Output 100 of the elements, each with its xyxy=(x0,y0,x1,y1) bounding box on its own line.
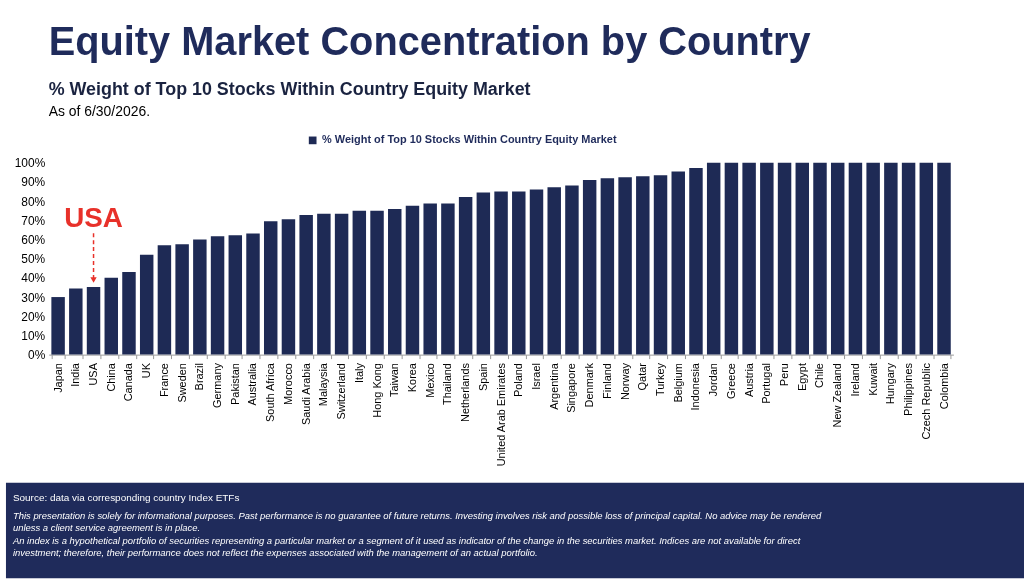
x-tick-label: Morocco xyxy=(281,363,294,405)
x-tick-label: Denmark xyxy=(583,362,596,408)
bar xyxy=(760,162,774,355)
text: As of 6/30/2026. xyxy=(48,103,151,120)
x-tick-label: Jordan xyxy=(707,363,720,397)
bar xyxy=(795,162,810,355)
y-tick-label: 90% xyxy=(21,175,46,190)
x-tick-label: Turkey xyxy=(654,362,667,397)
source-note: Source: data via corresponding country Index ETFs xyxy=(12,491,240,503)
bar xyxy=(281,219,296,355)
x-tick-label: Hungary xyxy=(884,362,897,405)
bar xyxy=(671,171,685,355)
bar xyxy=(565,185,579,355)
bar xyxy=(405,205,420,355)
x-tick-label: Belgium xyxy=(671,363,684,403)
bar xyxy=(441,203,455,355)
x-tick-label: Poland xyxy=(512,363,525,398)
bar xyxy=(334,213,349,355)
x-tick-label: Norway xyxy=(618,362,631,401)
x-tick-label: France xyxy=(157,363,170,398)
x-tick-label: Taiwan xyxy=(388,363,401,398)
y-tick-label: 100% xyxy=(14,156,46,171)
bar xyxy=(210,236,225,355)
y-tick-label: 80% xyxy=(21,194,46,209)
x-tick-label: Egypt xyxy=(795,363,808,392)
bar xyxy=(937,162,951,355)
bar xyxy=(884,162,898,355)
x-tick-label: China xyxy=(104,362,117,392)
bar xyxy=(175,244,189,355)
y-tick-label: 70% xyxy=(21,213,46,228)
x-tick-label: Qatar xyxy=(636,362,649,391)
chart-subtitle: % Weight of Top 10 Stocks Within Country Equity Market xyxy=(48,79,531,100)
bar xyxy=(742,162,756,355)
x-tick-label: Canada xyxy=(122,362,135,402)
bar xyxy=(582,180,597,355)
bar xyxy=(476,192,491,355)
x-tick-label: Thailand xyxy=(441,363,454,405)
y-tick-label: 0% xyxy=(28,348,46,363)
bar xyxy=(618,177,632,355)
x-tick-label: Ireland xyxy=(848,363,861,397)
y-tick-label: 60% xyxy=(21,232,46,247)
x-tick-label: Italy xyxy=(352,362,365,384)
bar xyxy=(139,254,154,355)
bar xyxy=(866,162,880,355)
bar xyxy=(51,297,65,355)
bar xyxy=(122,272,136,355)
x-tick-label: Pakistan xyxy=(228,363,241,405)
bar xyxy=(352,210,367,355)
x-tick-label: Singapore xyxy=(565,363,578,413)
x-tick-label: Finland xyxy=(600,363,613,399)
bar xyxy=(69,288,83,355)
x-tick-label: Switzerland xyxy=(335,363,348,420)
x-tick-label: Saudi Arabia xyxy=(299,362,312,426)
bar xyxy=(193,239,207,355)
bar xyxy=(370,210,384,355)
text: An index is a hypothetical portfolio of securities representing a particular market or a segment of it used as indicator of the change in the securities market. Indices are not available for direct investment; therefore, their performance does not reflect the expenses associated with the management of an actual portfolio. xyxy=(11,534,801,558)
bar xyxy=(901,162,916,355)
bar xyxy=(600,178,615,355)
bar xyxy=(689,168,703,355)
x-tick-label: USA xyxy=(87,362,100,386)
x-tick-label: Austria xyxy=(742,362,755,398)
bar xyxy=(547,187,561,355)
x-tick-label: Chile xyxy=(813,363,826,388)
bar xyxy=(104,277,118,355)
text: This presentation is solely for informational purposes. Past performance is no guarantee of future returns. Investing involves risk and possible loss of principal capital. No advice may be rendered unless a client service agreement is in place. xyxy=(12,509,823,534)
bar xyxy=(653,175,668,355)
bar xyxy=(458,196,473,355)
x-tick-label: South Africa xyxy=(264,362,277,422)
x-tick-label: Peru xyxy=(778,363,791,387)
bar xyxy=(724,162,739,355)
bar xyxy=(317,213,331,355)
x-tick-label: Netherlands xyxy=(459,362,472,422)
annotation: USA xyxy=(64,202,123,234)
bar xyxy=(512,191,526,355)
bar xyxy=(706,162,721,355)
x-tick-label: Germany xyxy=(211,362,224,408)
bar xyxy=(848,162,863,355)
y-tick-label: 50% xyxy=(21,252,46,267)
y-tick-label: 10% xyxy=(21,328,46,343)
x-tick-label: Mexico xyxy=(423,363,436,398)
x-tick-label: Hong Kong xyxy=(370,363,383,418)
x-tick-label: Korea xyxy=(405,362,418,393)
x-tick-label: Colombia xyxy=(937,362,950,410)
bar xyxy=(246,233,260,355)
x-tick-label: New Zealand xyxy=(831,363,844,428)
bar xyxy=(388,208,402,355)
bar xyxy=(529,189,544,355)
y-tick-label: 40% xyxy=(21,271,46,286)
x-tick-label: Argentina xyxy=(547,362,560,410)
legend-label: % Weight of Top 10 Stocks Within Country Equity Market xyxy=(322,133,617,146)
bar xyxy=(636,176,650,355)
x-tick-label: United Arab Emirates xyxy=(494,362,507,467)
x-tick-label: Japan xyxy=(51,363,64,393)
x-tick-label: Brazil xyxy=(193,363,206,391)
x-tick-label: Malaysia xyxy=(317,362,330,407)
bar xyxy=(228,235,243,355)
x-tick-label: Greece xyxy=(724,363,737,399)
x-tick-label: Spain xyxy=(476,363,489,392)
y-tick-label: 30% xyxy=(21,290,46,305)
bar xyxy=(919,162,934,355)
